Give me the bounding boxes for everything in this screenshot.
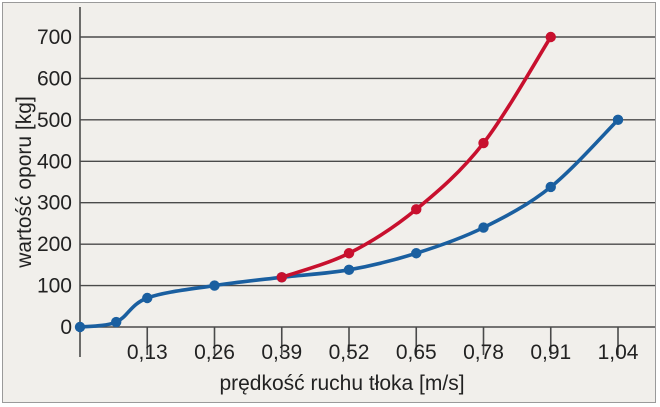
data-point-series-1 xyxy=(545,181,556,193)
x-tick-label: 0,52 xyxy=(329,341,370,364)
grid-layer xyxy=(80,36,655,287)
y-axis-title: wartość oporu [kg] xyxy=(13,96,36,269)
series-line-2 xyxy=(279,35,553,280)
y-tick-label: 400 xyxy=(37,150,72,173)
x-tick-label: 0,78 xyxy=(463,341,504,364)
y-tick-label: 500 xyxy=(37,109,72,132)
data-point-series-2 xyxy=(276,272,287,283)
data-point-series-1 xyxy=(111,316,122,328)
y-tick-label: 300 xyxy=(37,192,72,215)
data-point-series-1 xyxy=(411,248,422,259)
data-point-series-1 xyxy=(343,264,355,276)
label-layer: 0 100 200 300 400 500 600 700 0,13 0,26 0,39 0,52 0,… xyxy=(37,26,639,364)
x-tick-label: 1,04 xyxy=(598,341,639,364)
y-tick-label: 600 xyxy=(37,67,72,90)
data-point-series-1 xyxy=(74,321,86,333)
data-point-series-1 xyxy=(142,292,153,304)
y-tick-label: 200 xyxy=(37,233,72,256)
axis-layer xyxy=(79,7,655,357)
x-tick-label: 0,91 xyxy=(530,341,571,364)
data-point-series-1 xyxy=(209,280,220,291)
x-tick-label: 0,65 xyxy=(396,341,437,364)
data-point-series-1 xyxy=(612,114,624,126)
series-line-1 xyxy=(78,118,620,329)
y-tick-label: 0 xyxy=(60,316,72,339)
y-tick-label: 100 xyxy=(37,275,72,298)
data-point-series-2 xyxy=(545,31,556,43)
y-tick-label: 700 xyxy=(37,26,72,49)
data-point-series-2 xyxy=(343,248,355,259)
data-point-series-1 xyxy=(478,222,489,233)
data-point-series-2 xyxy=(478,137,489,149)
x-tick-label: 0,13 xyxy=(127,341,168,364)
x-axis-title: prędkość ruchu tłoka [m/s] xyxy=(219,372,464,395)
x-tick-label: 0,39 xyxy=(261,341,302,364)
data-point-series-2 xyxy=(411,204,422,215)
x-tick-label: 0,26 xyxy=(194,341,235,364)
series-layer xyxy=(74,31,624,333)
